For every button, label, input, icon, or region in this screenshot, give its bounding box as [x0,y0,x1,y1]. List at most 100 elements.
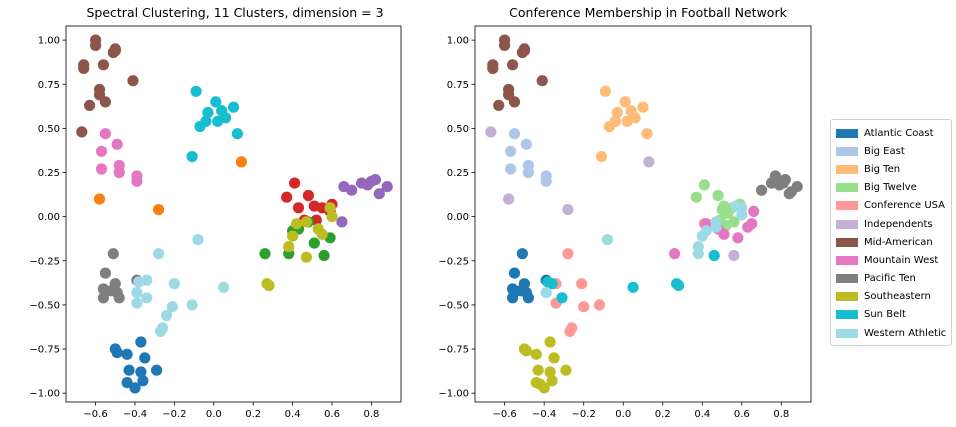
x-tick-label: 0.2 [245,409,261,420]
y-tick-label: 1.00 [447,36,469,47]
scatter-point [708,249,720,262]
y-tick-label: 1.00 [38,36,60,47]
scatter-point [135,366,147,378]
scatter-point [308,237,320,249]
scatter-point [773,179,786,191]
scatter-point [107,248,119,260]
scatter-point [287,230,299,242]
scatter-point [210,96,222,108]
scatter-point [508,128,521,140]
scatter-point [522,166,535,179]
scatter-point [361,179,374,191]
scatter-point [129,382,141,394]
scatter-point [123,364,135,376]
x-tick-label: 0.0 [206,409,222,420]
scatter-point [534,378,546,390]
scatter-point [700,225,712,237]
scatter-point [487,62,499,74]
y-tick-label: −0.75 [438,345,469,356]
series-0 [76,34,139,138]
series-3 [93,156,247,216]
scatter-point [90,39,102,52]
scatter-point [121,348,133,360]
scatter-point [576,278,588,290]
scatter-point [121,377,133,389]
scatter-point [756,184,768,196]
y-tick-label: 0.25 [447,168,469,179]
scatter-point [168,278,180,290]
series-9 [131,234,230,337]
series-1 [505,128,552,187]
legend-label: Pacific Ten [864,273,916,285]
scatter-point [316,228,328,240]
legend-swatch [836,183,858,193]
x-tick-label: −0.2 [572,409,596,420]
series-5 [485,126,740,262]
scatter-point [289,177,301,189]
legend-swatch [836,146,858,156]
scatter-point [611,106,623,119]
series-8 [756,170,803,200]
x-tick-label: 0.4 [694,409,710,420]
scatter-point [139,352,151,364]
scatter-point [131,175,143,187]
scatter-point [202,106,214,119]
scatter-point [493,99,505,111]
scatter-points [485,34,803,394]
scatter-point [785,186,797,198]
scatter-point [673,279,685,292]
scatter-point [324,202,336,214]
scatter-point [560,364,572,376]
legend-item: Big Ten [836,160,945,178]
legend-label: Independents [864,218,933,230]
chart-conference-membership: Conference Membership in Football Networ… [438,5,812,420]
x-tick-label: −0.4 [532,409,556,420]
y-tick-label: −0.25 [29,256,60,267]
legend-item: Sun Belt [836,306,945,324]
legend-label: Big East [864,145,905,157]
scatter-point [556,292,568,304]
scatter-point [499,39,511,52]
scatter-point [562,248,574,260]
legend-swatch [836,237,858,247]
x-tick-label: −0.6 [492,409,516,420]
scatter-point [99,96,111,108]
legend-item: Conference USA [836,197,945,215]
scatter-point [540,287,552,299]
scatter-point [281,191,293,203]
legend-swatch [836,201,858,211]
x-tick-label: 0.8 [363,409,379,420]
scatter-point [369,174,381,186]
x-tick-label: 0.6 [324,409,340,420]
scatter-point [485,126,497,138]
scatter-point [595,151,608,163]
scatter-point [712,189,724,202]
legend-swatch [836,255,858,265]
series-1 [186,85,243,163]
y-tick-label: −1.00 [438,389,469,400]
series-4 [550,218,710,337]
scatter-point [300,216,312,228]
legend-item: Western Athletic [836,324,946,342]
scatter-point [619,96,631,108]
y-tick-label: 0.50 [38,124,60,135]
legend-label: Atlantic Coast [864,127,934,139]
series-7 [261,202,338,292]
scatter-point [544,336,556,348]
scatter-point [578,301,590,313]
scatter-point [107,46,119,59]
scatter-point [692,248,704,260]
series-4 [336,174,393,228]
legend-item: Southeastern [836,288,945,306]
scatter-point [192,234,204,246]
series-9 [518,336,572,394]
scatter-point [166,301,178,313]
scatter-point [78,62,90,74]
scatter-point [505,145,517,157]
scatter-point [544,366,556,378]
scatter-point [97,283,109,295]
scatter-point [141,292,153,304]
scatter-point [690,191,703,203]
scatter-point [601,234,614,246]
